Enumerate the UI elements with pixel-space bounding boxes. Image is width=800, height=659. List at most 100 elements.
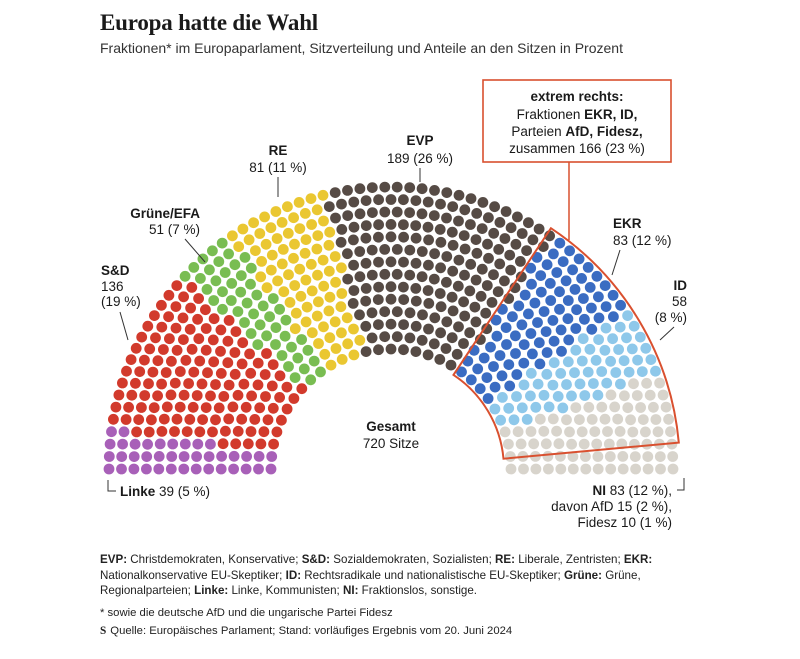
total-label: Gesamt xyxy=(366,419,416,434)
seat-s-d xyxy=(174,366,186,377)
seat-ni xyxy=(602,426,613,437)
seat-ni xyxy=(622,402,634,414)
seat-evp xyxy=(499,233,511,244)
seat-s-d xyxy=(210,414,221,426)
seat-ekr xyxy=(541,347,553,358)
seat-s-d xyxy=(258,426,270,438)
seat-id xyxy=(590,354,602,366)
seat-ekr xyxy=(608,311,619,323)
seat-evp xyxy=(347,298,359,309)
seat-linke xyxy=(103,463,115,475)
seat-ni xyxy=(547,413,559,425)
seat-ekr xyxy=(584,282,596,293)
leader-ni xyxy=(677,478,685,491)
seat-s-d xyxy=(222,357,234,369)
seat-ni xyxy=(540,438,552,450)
seat-re xyxy=(265,222,277,234)
seat-gr-ne-efa xyxy=(235,270,247,281)
seat-ekr xyxy=(540,326,552,337)
seat-evp xyxy=(348,259,359,271)
seat-ekr xyxy=(529,297,541,309)
seat-s-d xyxy=(252,357,264,369)
seat-s-d xyxy=(200,344,212,356)
seat-ni xyxy=(644,389,656,401)
annotation-line-2: Parteien AfD, Fidesz, xyxy=(511,124,642,139)
seat-re xyxy=(233,241,245,253)
seat-evp xyxy=(398,294,410,305)
seat-re xyxy=(289,280,301,291)
seat-evp xyxy=(379,331,391,343)
seat-s-d xyxy=(227,401,239,413)
seat-ni xyxy=(628,378,639,390)
seat-ni xyxy=(641,377,652,389)
seat-s-d xyxy=(274,392,285,403)
seat-id xyxy=(552,391,564,402)
seat-ekr xyxy=(510,330,521,342)
seat-re xyxy=(330,276,341,288)
seat-re xyxy=(300,316,312,328)
seat-ni xyxy=(604,451,616,462)
seat-id xyxy=(547,379,559,391)
seat-s-d xyxy=(170,301,182,312)
seat-s-d xyxy=(192,313,204,325)
seat-s-d xyxy=(232,425,244,437)
seat-evp xyxy=(379,206,391,218)
seat-s-d xyxy=(125,354,137,365)
seat-re xyxy=(270,206,282,217)
seat-s-d xyxy=(267,402,279,414)
label-gruene-name: Grüne/EFA xyxy=(130,206,200,221)
seat-evp xyxy=(521,245,532,256)
seat-evp xyxy=(512,211,523,223)
seat-re xyxy=(329,316,341,328)
seat-evp xyxy=(398,319,409,330)
seat-linke xyxy=(179,438,191,450)
seat-id xyxy=(518,379,530,391)
seat-evp xyxy=(329,187,341,199)
seat-s-d xyxy=(156,426,168,437)
seat-evp xyxy=(458,230,470,242)
seat-ni xyxy=(574,414,585,425)
seat-re xyxy=(306,285,318,297)
seat-gr-ne-efa xyxy=(239,252,251,263)
label-id-share: (8 %) xyxy=(655,310,687,325)
seat-evp xyxy=(475,290,487,302)
seat-gr-ne-efa xyxy=(245,328,257,339)
seat-s-d xyxy=(193,333,205,345)
seat-s-d xyxy=(120,414,132,425)
seat-evp xyxy=(404,269,416,281)
seat-s-d xyxy=(161,401,173,413)
seat-ni xyxy=(654,377,665,389)
seat-evp xyxy=(323,201,335,213)
seat-s-d xyxy=(177,312,189,324)
seat-s-d xyxy=(156,299,167,311)
seat-s-d xyxy=(169,426,180,437)
seat-s-d xyxy=(197,414,209,425)
seat-evp xyxy=(360,320,372,332)
seat-re xyxy=(248,217,259,229)
seat-s-d xyxy=(130,377,141,389)
seat-ni xyxy=(592,463,604,475)
seat-gr-ne-efa xyxy=(213,256,225,267)
seat-re xyxy=(311,243,323,255)
seat-evp xyxy=(373,344,384,356)
seat-ni xyxy=(555,463,567,475)
seat-re xyxy=(301,301,313,313)
seat-s-d xyxy=(184,323,196,335)
seat-evp xyxy=(500,206,512,217)
seat-gr-ne-efa xyxy=(251,289,263,301)
seat-ekr xyxy=(573,253,585,265)
seat-ni xyxy=(542,450,554,462)
seat-s-d xyxy=(164,333,175,345)
seat-id xyxy=(570,344,582,356)
seat-s-d xyxy=(123,401,134,413)
seat-evp xyxy=(527,234,539,246)
seat-s-d xyxy=(223,315,235,326)
seat-s-d xyxy=(245,426,257,437)
seat-id xyxy=(497,392,508,403)
seat-ni xyxy=(629,451,641,462)
seat-evp xyxy=(391,244,403,255)
seat-linke xyxy=(103,451,115,462)
leader-linke xyxy=(107,480,116,492)
seat-ekr xyxy=(494,350,506,361)
seat-linke xyxy=(104,438,116,450)
